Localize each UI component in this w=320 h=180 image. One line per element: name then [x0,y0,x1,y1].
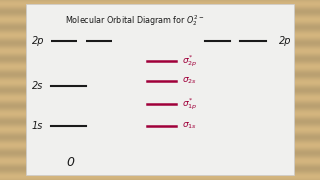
Text: 0: 0 [67,156,75,168]
Text: 2p: 2p [279,36,291,46]
Text: $\sigma_{2s}$: $\sigma_{2s}$ [182,76,197,86]
FancyBboxPatch shape [26,4,294,175]
Text: 1s: 1s [32,121,44,131]
Text: $\sigma_{2p}^{*}$: $\sigma_{2p}^{*}$ [182,53,198,69]
Text: $\sigma_{1p}^{*}$: $\sigma_{1p}^{*}$ [182,97,198,112]
Text: 2s: 2s [32,81,44,91]
Text: 2p: 2p [32,36,44,46]
Text: $\sigma_{1s}$: $\sigma_{1s}$ [182,121,197,131]
Text: Molecular Orbital Diagram for $O_2^{2-}$: Molecular Orbital Diagram for $O_2^{2-}$ [65,13,204,28]
